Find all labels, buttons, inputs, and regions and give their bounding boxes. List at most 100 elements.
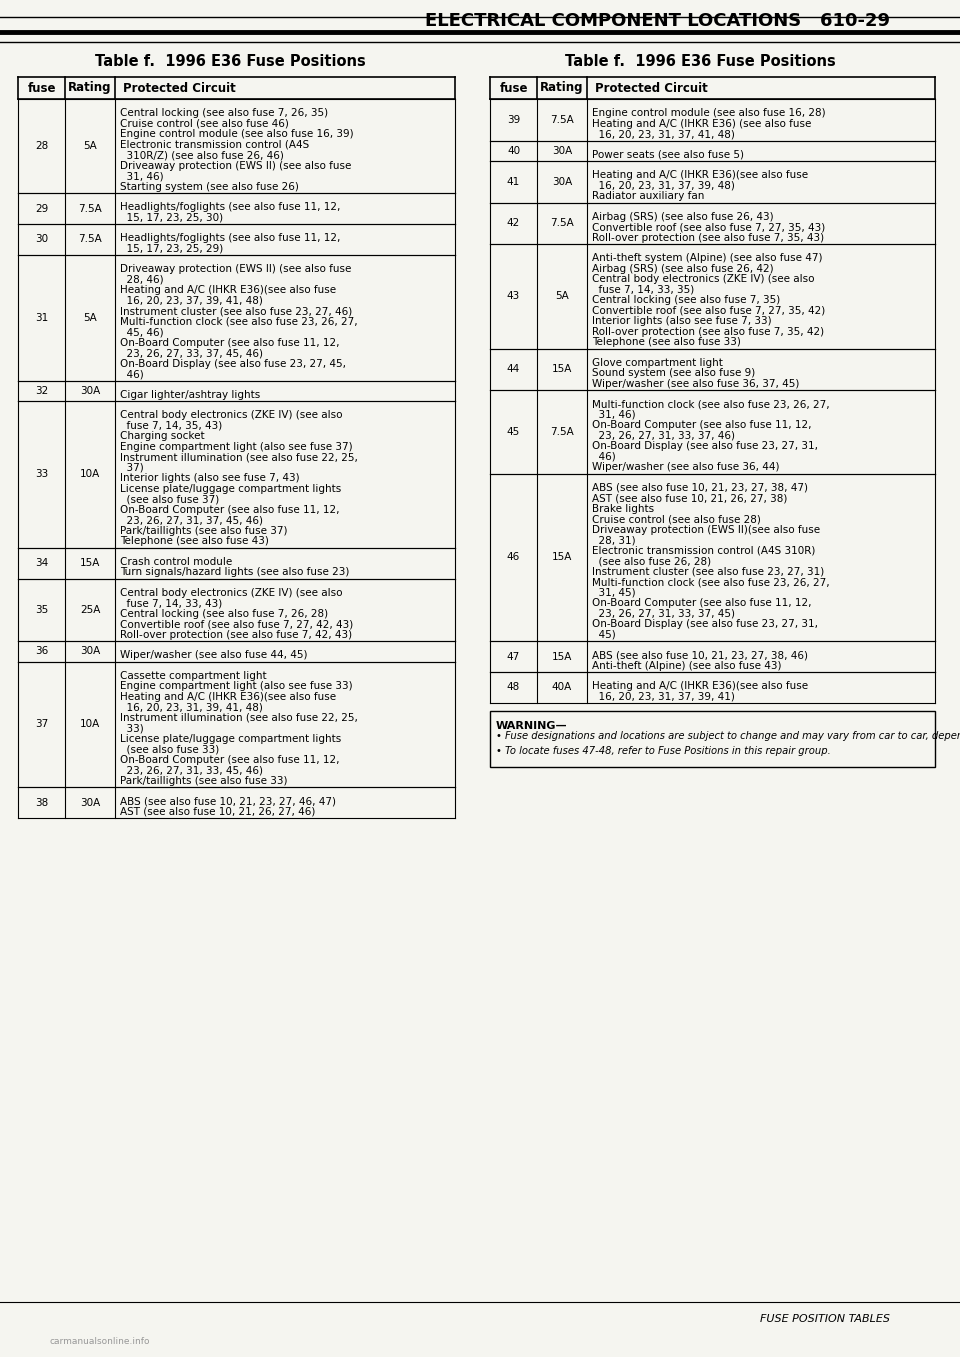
Text: Starting system (see also fuse 26): Starting system (see also fuse 26) [120, 182, 299, 191]
Text: Headlights/foglights (see also fuse 11, 12,: Headlights/foglights (see also fuse 11, … [120, 233, 341, 243]
Text: License plate/luggage compartment lights: License plate/luggage compartment lights [120, 483, 341, 494]
Text: 32: 32 [35, 385, 48, 396]
Text: fuse: fuse [27, 81, 56, 95]
Text: 30A: 30A [552, 145, 572, 156]
Text: fuse 7, 14, 33, 43): fuse 7, 14, 33, 43) [120, 598, 223, 608]
Text: 40A: 40A [552, 683, 572, 692]
Text: Heating and A/C (IHKR E36)(see also fuse: Heating and A/C (IHKR E36)(see also fuse [592, 681, 808, 691]
Text: Telephone (see also fuse 43): Telephone (see also fuse 43) [120, 536, 269, 547]
Text: Engine control module (see also fuse 16, 39): Engine control module (see also fuse 16,… [120, 129, 353, 140]
Text: 45: 45 [507, 426, 520, 437]
Text: 30A: 30A [80, 646, 100, 657]
Text: Crash control module: Crash control module [120, 556, 232, 567]
Text: 25A: 25A [80, 605, 100, 615]
Text: 42: 42 [507, 218, 520, 228]
Text: 47: 47 [507, 651, 520, 661]
Text: ELECTRICAL COMPONENT LOCATIONS   610-29: ELECTRICAL COMPONENT LOCATIONS 610-29 [425, 12, 890, 30]
Text: 5A: 5A [555, 292, 569, 301]
Text: Table f.  1996 E36 Fuse Positions: Table f. 1996 E36 Fuse Positions [564, 54, 835, 69]
Text: 48: 48 [507, 683, 520, 692]
Text: Convertible roof (see also fuse 7, 27, 35, 42): Convertible roof (see also fuse 7, 27, 3… [592, 305, 826, 316]
Text: Power seats (see also fuse 5): Power seats (see also fuse 5) [592, 149, 744, 160]
Text: Central body electronics (ZKE IV) (see also: Central body electronics (ZKE IV) (see a… [120, 410, 343, 421]
Text: Anti-theft system (Alpine) (see also fuse 47): Anti-theft system (Alpine) (see also fus… [592, 254, 823, 263]
Text: Convertible roof (see also fuse 7, 27, 35, 43): Convertible roof (see also fuse 7, 27, 3… [592, 223, 826, 232]
Text: 310R/Z) (see also fuse 26, 46): 310R/Z) (see also fuse 26, 46) [120, 151, 284, 160]
Text: 16, 20, 23, 31, 37, 39, 48): 16, 20, 23, 31, 37, 39, 48) [592, 180, 734, 191]
Text: Charging socket: Charging socket [120, 432, 204, 441]
Text: Convertible roof (see also fuse 7, 27, 42, 43): Convertible roof (see also fuse 7, 27, 4… [120, 619, 353, 630]
Text: Heating and A/C (IHKR E36)(see also fuse: Heating and A/C (IHKR E36)(see also fuse [120, 692, 336, 702]
Text: 7.5A: 7.5A [78, 235, 102, 244]
Text: Cassette compartment light: Cassette compartment light [120, 670, 267, 681]
Text: Wiper/washer (see also fuse 36, 37, 45): Wiper/washer (see also fuse 36, 37, 45) [592, 379, 800, 388]
Text: 37: 37 [35, 719, 48, 729]
Text: Wiper/washer (see also fuse 36, 44): Wiper/washer (see also fuse 36, 44) [592, 463, 780, 472]
Text: Engine compartment light (also see fuse 37): Engine compartment light (also see fuse … [120, 441, 352, 452]
Text: 46): 46) [592, 452, 615, 461]
Text: Anti-theft (Alpine) (see also fuse 43): Anti-theft (Alpine) (see also fuse 43) [592, 661, 781, 670]
Text: 15A: 15A [80, 558, 100, 569]
Text: Instrument illumination (see also fuse 22, 25,: Instrument illumination (see also fuse 2… [120, 452, 358, 463]
Text: (see also fuse 37): (see also fuse 37) [120, 494, 219, 505]
Text: 35: 35 [35, 605, 48, 615]
Text: Central locking (see also fuse 7, 35): Central locking (see also fuse 7, 35) [592, 296, 780, 305]
Text: 16, 20, 23, 31, 37, 39, 41): 16, 20, 23, 31, 37, 39, 41) [592, 692, 734, 702]
Text: Driveaway protection (EWS II) (see also fuse: Driveaway protection (EWS II) (see also … [120, 160, 351, 171]
Text: 31, 46): 31, 46) [120, 171, 163, 182]
Text: 15, 17, 23, 25, 30): 15, 17, 23, 25, 30) [120, 213, 223, 223]
Text: 23, 26, 27, 31, 33, 37, 45): 23, 26, 27, 31, 33, 37, 45) [592, 609, 735, 619]
Text: On-Board Display (see also fuse 23, 27, 31,: On-Board Display (see also fuse 23, 27, … [592, 619, 818, 630]
Text: 7.5A: 7.5A [78, 204, 102, 213]
Text: Engine compartment light (also see fuse 33): Engine compartment light (also see fuse … [120, 681, 352, 691]
Text: Park/taillights (see also fuse 33): Park/taillights (see also fuse 33) [120, 776, 287, 786]
Text: 38: 38 [35, 798, 48, 807]
Text: On-Board Computer (see also fuse 11, 12,: On-Board Computer (see also fuse 11, 12, [120, 338, 340, 347]
Text: 23, 26, 27, 31, 37, 45, 46): 23, 26, 27, 31, 37, 45, 46) [120, 516, 263, 525]
Text: 30A: 30A [80, 798, 100, 807]
Text: AST (see also fuse 10, 21, 26, 27, 38): AST (see also fuse 10, 21, 26, 27, 38) [592, 493, 787, 503]
Text: Brake lights: Brake lights [592, 503, 654, 514]
Text: 10A: 10A [80, 719, 100, 729]
Text: Roll-over protection (see also fuse 7, 35, 42): Roll-over protection (see also fuse 7, 3… [592, 327, 824, 337]
Text: Multi-function clock (see also fuse 23, 26, 27,: Multi-function clock (see also fuse 23, … [592, 399, 829, 410]
Text: AST (see also fuse 10, 21, 26, 27, 46): AST (see also fuse 10, 21, 26, 27, 46) [120, 806, 316, 817]
Text: Cruise control (see also fuse 46): Cruise control (see also fuse 46) [120, 118, 289, 129]
Text: 15A: 15A [552, 552, 572, 562]
Text: Radiator auxiliary fan: Radiator auxiliary fan [592, 191, 705, 201]
Text: 41: 41 [507, 176, 520, 187]
Text: 28, 46): 28, 46) [120, 274, 163, 285]
Text: Instrument cluster (see also fuse 23, 27, 46): Instrument cluster (see also fuse 23, 27… [120, 307, 352, 316]
Text: (see also fuse 26, 28): (see also fuse 26, 28) [592, 556, 711, 566]
Text: 15, 17, 23, 25, 29): 15, 17, 23, 25, 29) [120, 244, 224, 254]
Text: 23, 26, 27, 31, 33, 45, 46): 23, 26, 27, 31, 33, 45, 46) [120, 765, 263, 775]
Text: 30: 30 [35, 235, 48, 244]
Bar [490, 711, 935, 767]
Text: 29: 29 [35, 204, 48, 213]
Text: 15A: 15A [552, 651, 572, 661]
Text: Central body electronics (ZKE IV) (see also: Central body electronics (ZKE IV) (see a… [592, 274, 814, 284]
Text: Central locking (see also fuse 7, 26, 35): Central locking (see also fuse 7, 26, 35… [120, 109, 328, 118]
Text: 34: 34 [35, 558, 48, 569]
Text: Engine control module (see also fuse 16, 28): Engine control module (see also fuse 16,… [592, 109, 826, 118]
Text: 31, 46): 31, 46) [592, 410, 636, 419]
Text: 15A: 15A [552, 364, 572, 375]
Text: fuse 7, 14, 33, 35): fuse 7, 14, 33, 35) [592, 285, 694, 294]
Text: 5A: 5A [84, 141, 97, 151]
Text: 44: 44 [507, 364, 520, 375]
Text: Wiper/washer (see also fuse 44, 45): Wiper/washer (see also fuse 44, 45) [120, 650, 307, 661]
Text: 43: 43 [507, 292, 520, 301]
Text: Electronic transmission control (A4S 310R): Electronic transmission control (A4S 310… [592, 546, 815, 556]
Text: 7.5A: 7.5A [550, 426, 574, 437]
Text: ABS (see also fuse 10, 21, 23, 27, 38, 46): ABS (see also fuse 10, 21, 23, 27, 38, 4… [592, 650, 808, 661]
Text: 5A: 5A [84, 312, 97, 323]
Text: Protected Circuit: Protected Circuit [595, 81, 708, 95]
Text: Central locking (see also fuse 7, 26, 28): Central locking (see also fuse 7, 26, 28… [120, 609, 328, 619]
Text: 30A: 30A [80, 385, 100, 396]
Text: ABS (see also fuse 10, 21, 23, 27, 38, 47): ABS (see also fuse 10, 21, 23, 27, 38, 4… [592, 483, 808, 493]
Text: Headlights/foglights (see also fuse 11, 12,: Headlights/foglights (see also fuse 11, … [120, 202, 341, 212]
Text: Instrument cluster (see also fuse 23, 27, 31): Instrument cluster (see also fuse 23, 27… [592, 567, 825, 577]
Text: Cigar lighter/ashtray lights: Cigar lighter/ashtray lights [120, 389, 260, 400]
Text: 10A: 10A [80, 470, 100, 479]
Text: On-Board Display (see also fuse 23, 27, 45,: On-Board Display (see also fuse 23, 27, … [120, 358, 346, 369]
